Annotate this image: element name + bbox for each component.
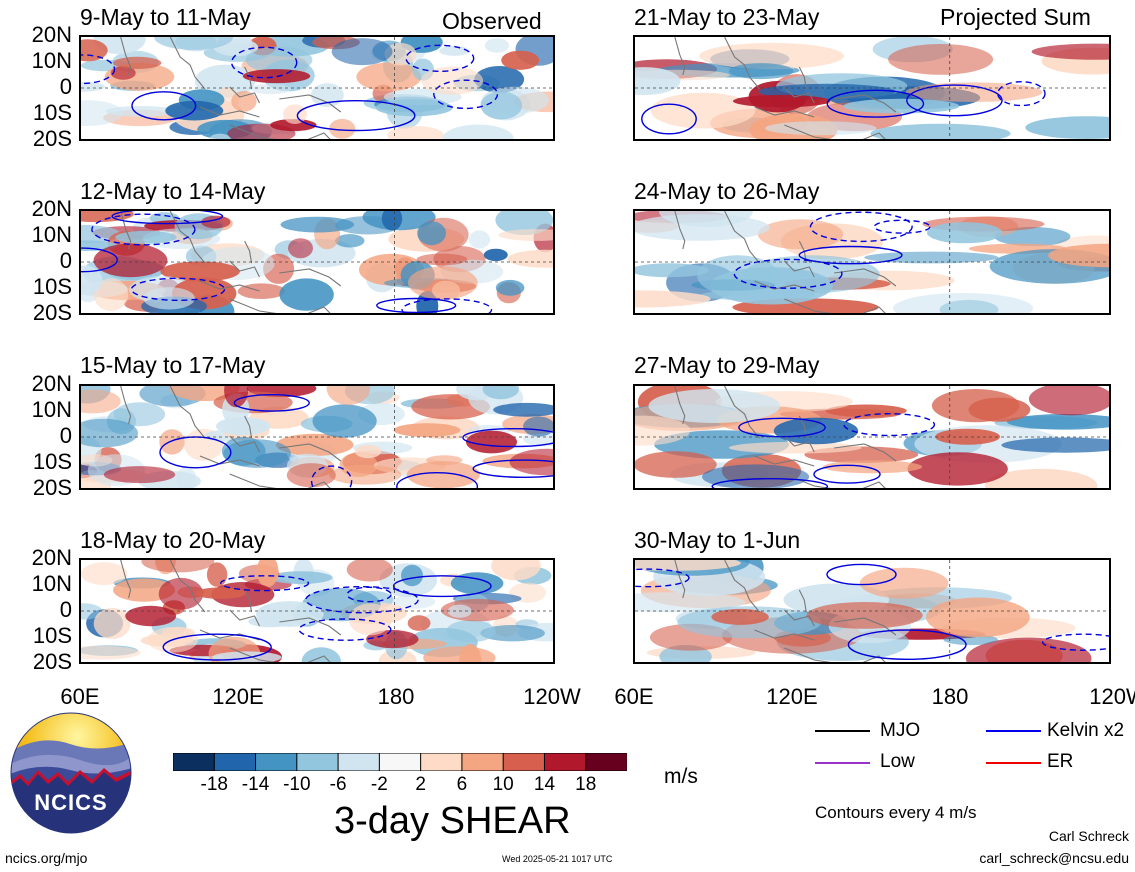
map-panel-right-1 — [633, 35, 1111, 141]
colorbar-swatch-3 — [296, 752, 339, 772]
lon-label-120w-right: 120W — [1089, 684, 1135, 709]
lon-label-60e-left: 60E — [60, 684, 100, 709]
map-field — [81, 386, 553, 488]
colorbar-label-0: -18 — [200, 774, 228, 795]
observed-label: Observed — [442, 8, 542, 34]
panel-title-right-2: 24-May to 26-May — [634, 178, 820, 204]
lat-label-row2-2: 0 — [59, 248, 72, 273]
panel-title-left-1: 9-May to 11-May — [80, 4, 251, 30]
lat-label-row3-3: 10S — [32, 449, 72, 474]
map-panel-left-4 — [79, 558, 555, 664]
lat-label-row1-1: 10N — [31, 48, 72, 73]
map-panel-right-4 — [633, 558, 1111, 664]
legend-er-line — [986, 762, 1041, 764]
colorbar-label-3: -6 — [329, 774, 347, 795]
map-field — [81, 560, 553, 662]
units-label: m/s — [664, 765, 698, 788]
lat-label-row2-3: 10S — [32, 274, 72, 299]
legend-er-label: ER — [1047, 751, 1074, 772]
timestamp: Wed 2025-05-21 1017 UTC — [502, 854, 613, 864]
contour-note: Contours every 4 m/s — [815, 803, 977, 822]
author-email: carl_schreck@ncsu.edu — [979, 850, 1129, 866]
legend-mjo-label: MJO — [880, 720, 921, 741]
panel-title-right-3: 27-May to 29-May — [634, 352, 820, 378]
colorbar-label-1: -14 — [241, 774, 270, 795]
colorbar-label-6: 6 — [456, 774, 468, 795]
legend-low-line — [815, 762, 870, 764]
lon-label-60e-right: 60E — [614, 684, 654, 709]
legend-kelvin-line — [986, 730, 1041, 732]
map-field — [635, 37, 1109, 139]
colorbar-swatch-5 — [378, 752, 422, 772]
map-panel-left-2 — [79, 209, 555, 315]
ncics-logo-icon — [10, 712, 132, 834]
lat-label-row1-3: 10S — [32, 100, 72, 125]
map-field — [81, 37, 553, 139]
colorbar-swatch-7 — [461, 752, 504, 772]
lat-label-row4-0: 20N — [31, 545, 72, 570]
panel-title-right-4: 30-May to 1-Jun — [634, 527, 801, 553]
colorbar-swatch-10 — [585, 752, 628, 772]
legend-kelvin-label: Kelvin x2 — [1047, 720, 1125, 741]
lon-label-120w-left: 120W — [523, 684, 581, 709]
colorbar-swatch-2 — [255, 752, 298, 772]
colorbar-swatch-0 — [172, 752, 216, 772]
lat-label-row1-2: 0 — [59, 74, 72, 99]
lat-label-row1-0: 20N — [31, 22, 72, 47]
lat-label-row3-2: 0 — [59, 423, 72, 448]
lat-label-row2-0: 20N — [31, 196, 72, 221]
colorbar-label-7: 10 — [492, 774, 514, 795]
map-panel-right-3 — [633, 384, 1111, 490]
lat-label-row4-4: 20S — [32, 649, 72, 674]
legend-low-label: Low — [880, 751, 915, 772]
figure-title: 3-day SHEAR — [334, 800, 571, 842]
colorbar-label-4: -2 — [370, 774, 388, 795]
legend-mjo-line — [815, 730, 870, 732]
panel-title-left-3: 15-May to 17-May — [80, 352, 266, 378]
map-panel-left-1 — [79, 35, 555, 141]
colorbar-label-9: 18 — [575, 774, 597, 795]
source-url: ncics.org/mjo — [5, 850, 88, 866]
logo-text: NCICS — [34, 790, 108, 815]
colorbar-label-5: 2 — [415, 774, 426, 795]
colorbar — [172, 752, 628, 772]
lat-label-row4-3: 10S — [32, 623, 72, 648]
lon-label-120e-right: 120E — [766, 684, 818, 709]
lat-label-row2-4: 20S — [32, 300, 72, 325]
colorbar-swatch-1 — [213, 752, 257, 772]
lon-label-120e-left: 120E — [212, 684, 264, 709]
lon-label-180-right: 180 — [931, 684, 969, 709]
panel-title-left-2: 12-May to 14-May — [80, 178, 266, 204]
projected-sum-label: Projected Sum — [940, 4, 1091, 30]
lat-label-row4-2: 0 — [59, 597, 72, 622]
map-field — [81, 211, 553, 313]
colorbar-swatches — [172, 752, 628, 772]
lat-label-row4-1: 10N — [31, 571, 72, 596]
lat-label-row3-4: 20S — [32, 475, 72, 500]
colorbar-swatch-4 — [337, 752, 381, 772]
lat-label-row3-1: 10N — [31, 397, 72, 422]
lat-label-row1-4: 20S — [32, 126, 72, 151]
lat-label-row2-1: 10N — [31, 222, 72, 247]
lat-label-row3-0: 20N — [31, 371, 72, 396]
panel-title-right-1: 21-May to 23-May — [634, 4, 820, 30]
map-panel-left-3 — [79, 384, 555, 490]
author-name: Carl Schreck — [1048, 828, 1129, 844]
colorbar-swatch-6 — [420, 752, 463, 772]
map-field — [635, 211, 1109, 313]
colorbar-label-8: 14 — [533, 774, 556, 795]
colorbar-swatch-8 — [502, 752, 546, 772]
colorbar-swatch-9 — [543, 752, 587, 772]
map-field — [635, 386, 1109, 488]
ncics-logo: NCICS — [10, 712, 132, 834]
map-field — [635, 560, 1109, 662]
lon-label-180-left: 180 — [377, 684, 415, 709]
map-panel-right-2 — [633, 209, 1111, 315]
colorbar-label-2: -10 — [283, 774, 311, 795]
panel-title-left-4: 18-May to 20-May — [80, 527, 266, 553]
